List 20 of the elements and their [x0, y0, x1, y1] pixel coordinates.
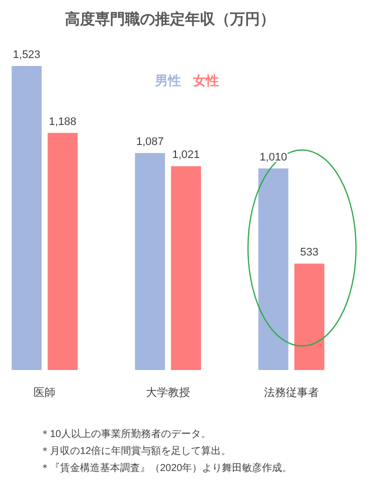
x-tick-label: 医師 [34, 387, 56, 399]
x-tick-label: 大学教授 [146, 386, 190, 399]
text: ＊『賃金構造基本調査』（2020年）より舞田敏彦作成。 [40, 462, 292, 474]
data-label: 1,188 [48, 116, 76, 128]
data-label: 1,087 [136, 136, 164, 148]
bar [171, 166, 201, 370]
chart-title: 高度専門職の推定年収（万円） [65, 10, 275, 28]
data-label: 1,021 [172, 149, 200, 162]
text: 男性 [154, 73, 181, 88]
bar [48, 132, 78, 370]
text: ＊月収の12倍に年間賞与額を足して算出。 [40, 445, 232, 457]
text: 女性 [192, 73, 219, 88]
bar [12, 66, 42, 370]
x-tick-label: 法務従事者 [264, 386, 319, 399]
data-label: 533 [300, 246, 319, 259]
data-label: 1,523 [12, 49, 40, 61]
bar [294, 264, 324, 370]
bar [135, 153, 165, 370]
text: ＊10人以上の事業所勤務者のデータ。 [40, 428, 212, 440]
bar [258, 168, 288, 370]
